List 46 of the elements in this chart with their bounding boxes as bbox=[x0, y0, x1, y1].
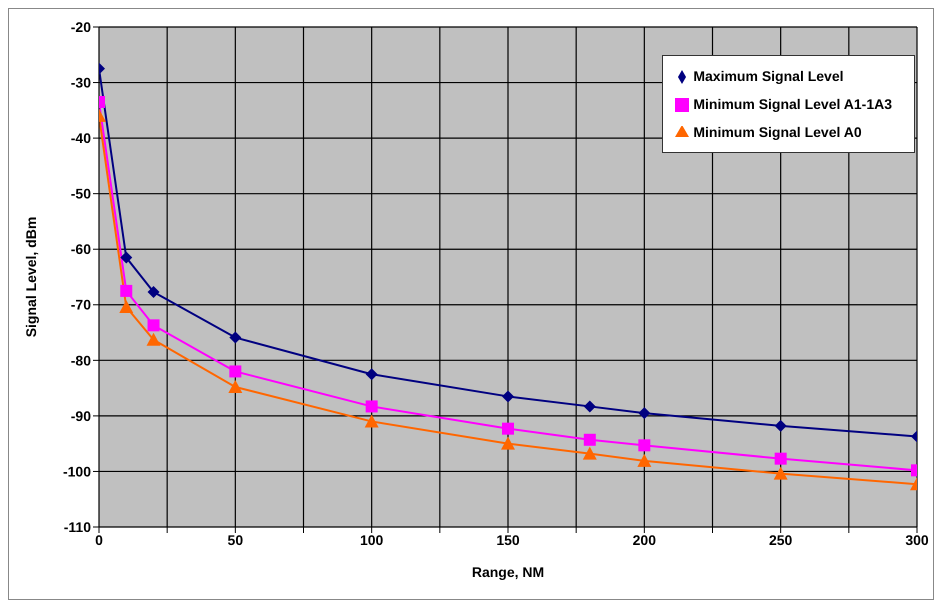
point bbox=[502, 422, 514, 435]
y-tick-label: -40 bbox=[70, 130, 92, 146]
point bbox=[120, 284, 132, 297]
point bbox=[366, 400, 378, 412]
point bbox=[364, 414, 379, 428]
y-axis-title: Signal Level, dBm bbox=[22, 216, 39, 338]
point bbox=[502, 390, 514, 402]
point bbox=[148, 319, 160, 332]
y-tick-label: -70 bbox=[70, 296, 92, 313]
point bbox=[638, 407, 650, 420]
point bbox=[774, 420, 787, 432]
y-tick-label: -100 bbox=[62, 463, 92, 480]
point bbox=[146, 332, 161, 346]
point bbox=[120, 252, 132, 264]
point bbox=[119, 300, 134, 313]
point bbox=[774, 452, 787, 465]
x-tick-label: 100 bbox=[360, 532, 384, 548]
x-tick-label: 200 bbox=[632, 532, 656, 548]
y-tick-label: -30 bbox=[70, 74, 92, 91]
x-tick-label: 150 bbox=[496, 532, 520, 548]
point bbox=[582, 446, 597, 460]
x-tick-label: 0 bbox=[95, 532, 104, 548]
y-tick-label: -60 bbox=[70, 241, 92, 258]
y-tick-label: -80 bbox=[70, 352, 92, 368]
point bbox=[229, 332, 242, 344]
y-tick-label: -90 bbox=[70, 408, 92, 424]
point bbox=[584, 400, 596, 412]
x-tick-label: 300 bbox=[905, 532, 929, 548]
point bbox=[366, 368, 378, 380]
legend-label: Minimum Signal Level A0 bbox=[693, 124, 862, 140]
point bbox=[774, 466, 788, 480]
point bbox=[638, 439, 650, 452]
legend-label: Maximum Signal Level bbox=[693, 68, 844, 84]
point bbox=[501, 436, 515, 450]
y-tick-label: -20 bbox=[70, 18, 92, 35]
point bbox=[228, 380, 242, 393]
y-tick-label: -50 bbox=[70, 186, 92, 202]
point bbox=[229, 365, 242, 378]
y-tick-label: -110 bbox=[64, 518, 92, 535]
x-tick-label: 50 bbox=[228, 532, 244, 548]
point bbox=[637, 454, 652, 467]
x-axis-title: Range, NM bbox=[472, 564, 544, 580]
x-tick-label: 250 bbox=[768, 532, 793, 548]
point bbox=[584, 434, 596, 446]
legend-label: Minimum Signal Level A1-1A3 bbox=[693, 96, 892, 112]
point bbox=[148, 286, 160, 298]
